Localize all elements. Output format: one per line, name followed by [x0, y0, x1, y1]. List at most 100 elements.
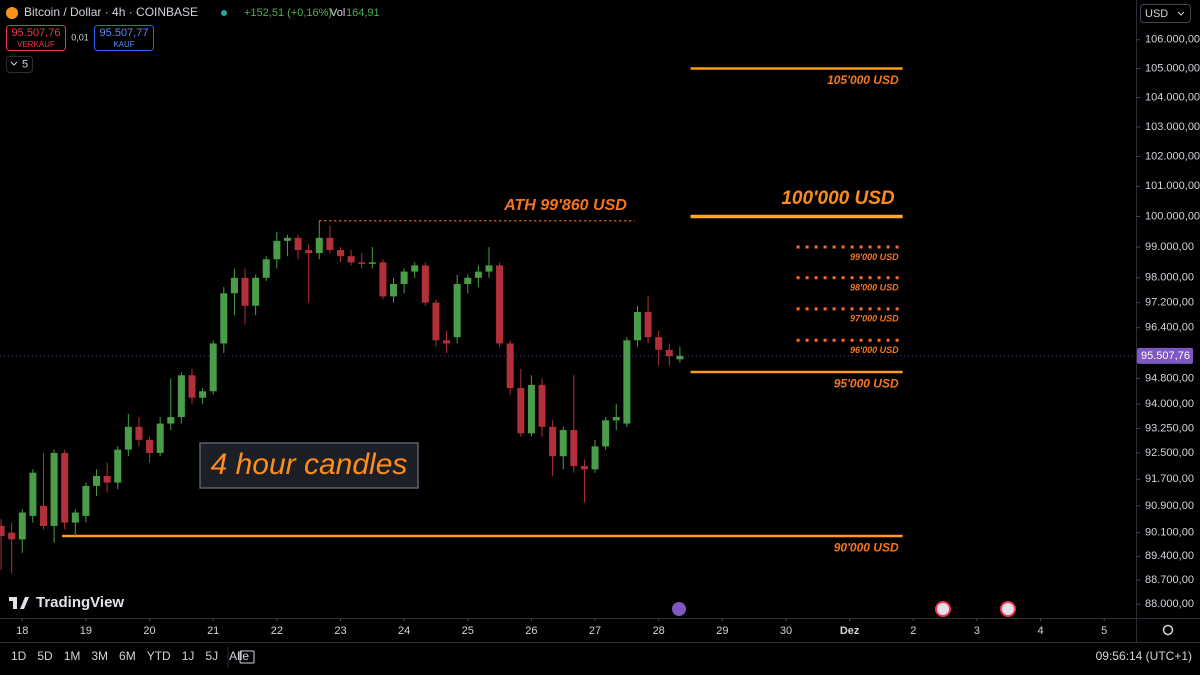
- timeframe-button[interactable]: 3M: [91, 649, 108, 663]
- x-tick-label: 27: [589, 625, 601, 637]
- event-icon[interactable]: [935, 601, 951, 617]
- timeframe-button[interactable]: 1M: [64, 649, 81, 663]
- timeframe-button[interactable]: 5D: [37, 649, 53, 663]
- change: +152,51 (+0,16%): [244, 7, 332, 19]
- candle-body: [61, 452, 69, 523]
- candle-body: [146, 439, 154, 453]
- candle-body: [39, 505, 47, 526]
- indicator-count[interactable]: 5: [22, 58, 28, 70]
- candle-body: [114, 449, 122, 483]
- buy-button[interactable]: [94, 25, 154, 51]
- candle-body: [283, 237, 291, 241]
- candle-body: [602, 420, 610, 447]
- currency[interactable]: USD: [1145, 8, 1168, 20]
- x-tick-label: 2: [910, 625, 916, 637]
- y-tick-label: 88.000,00: [1145, 598, 1194, 610]
- candle-body: [655, 337, 663, 350]
- candle-body: [358, 262, 366, 264]
- candle-body: [188, 375, 196, 398]
- x-tick-label: 5: [1101, 625, 1107, 637]
- x-tick-label: 20: [143, 625, 155, 637]
- sell-label[interactable]: VERKAUF: [17, 40, 55, 49]
- currency-select[interactable]: [1140, 4, 1191, 23]
- x-tick-label: 21: [207, 625, 219, 637]
- price-level-label: 100'000 USD: [781, 188, 895, 209]
- candle-body: [400, 271, 408, 284]
- price-level-label: ATH 99'860 USD: [503, 197, 627, 214]
- x-tick-label: 19: [80, 625, 92, 637]
- buy-price[interactable]: 95.507,77: [100, 27, 149, 39]
- event-icon[interactable]: [1000, 601, 1016, 617]
- candle-body: [199, 391, 207, 398]
- event-icon[interactable]: [672, 602, 686, 616]
- timeframe-button[interactable]: Alle: [229, 649, 249, 663]
- settings-icon[interactable]: [1162, 624, 1174, 636]
- volume: 164,91: [346, 7, 380, 19]
- candle-body: [230, 277, 238, 294]
- x-tick-label: 24: [398, 625, 410, 637]
- candle-body: [18, 512, 26, 540]
- candle-body: [527, 384, 535, 434]
- y-tick-label: 106.000,00: [1145, 34, 1200, 46]
- y-tick-label: 96.400,00: [1145, 322, 1194, 334]
- volume-label: Vol: [330, 7, 345, 19]
- timeframe-button[interactable]: 1J: [182, 649, 195, 663]
- price-level-label: 97'000 USD: [850, 314, 899, 324]
- annotation-box: [199, 442, 419, 489]
- candle-body: [390, 283, 398, 297]
- candle-body: [29, 472, 37, 516]
- candle-body: [570, 430, 578, 467]
- y-tick-label: 90.100,00: [1145, 527, 1194, 539]
- buy-label[interactable]: KAUF: [113, 40, 134, 49]
- candle-body: [411, 265, 419, 272]
- x-tick-label: 4: [1037, 625, 1043, 637]
- y-tick-label: 90.900,00: [1145, 500, 1194, 512]
- candle-body: [474, 271, 482, 278]
- price-level-label: 98'000 USD: [850, 283, 899, 293]
- y-tick-label: 88.700,00: [1145, 574, 1194, 586]
- candle-body: [135, 426, 143, 440]
- candle-body: [8, 532, 16, 540]
- candle-body: [644, 312, 652, 338]
- y-tick-label: 91.700,00: [1145, 473, 1194, 485]
- sell-price[interactable]: 95.507,76: [12, 27, 61, 39]
- candle-body: [124, 426, 132, 450]
- x-tick-label: 18: [16, 625, 28, 637]
- candle-body: [0, 525, 5, 537]
- timeframe-button[interactable]: YTD: [147, 649, 171, 663]
- candle-body: [665, 349, 673, 357]
- spread: 0,01: [71, 32, 89, 42]
- logo: TradingView: [36, 594, 124, 611]
- y-tick-label: 104.000,00: [1145, 91, 1200, 103]
- candle-body: [262, 259, 270, 278]
- y-tick-label: 99.000,00: [1145, 241, 1194, 253]
- candle-body: [538, 384, 546, 427]
- sell-button[interactable]: [6, 25, 66, 51]
- candle-body: [177, 375, 185, 418]
- candle-body: [273, 240, 281, 260]
- timeframe-button[interactable]: 5J: [205, 649, 218, 663]
- candle-body: [209, 343, 217, 392]
- x-tick-label: 3: [974, 625, 980, 637]
- x-tick-label: Dez: [840, 625, 860, 637]
- timeframe-button[interactable]: 6M: [119, 649, 136, 663]
- chevron: [1177, 11, 1185, 16]
- y-tick-label: 101.000,00: [1145, 180, 1200, 192]
- timeframe-button[interactable]: 1D: [11, 649, 27, 663]
- indicator-toggle[interactable]: [6, 56, 33, 73]
- candle-body: [549, 426, 557, 457]
- candle-body: [580, 466, 588, 470]
- price-level-label: 95'000 USD: [834, 376, 899, 390]
- x-tick-label: 28: [653, 625, 665, 637]
- candle-body: [167, 417, 175, 424]
- candle-body: [485, 265, 493, 272]
- y-tick-label: 98.000,00: [1145, 272, 1194, 284]
- last-price-tag: [1137, 347, 1193, 364]
- y-tick-label: 103.000,00: [1145, 121, 1200, 133]
- plot-area: 106.000,00 105.000,00 104.000,00 103.000,00…: [0, 34, 1200, 637]
- x-tick-label: 29: [716, 625, 728, 637]
- date-range-icon[interactable]: [239, 650, 255, 664]
- candle-body: [517, 388, 525, 434]
- y-tick-label: 92.500,00: [1145, 447, 1194, 459]
- x-tick-label: 22: [271, 625, 283, 637]
